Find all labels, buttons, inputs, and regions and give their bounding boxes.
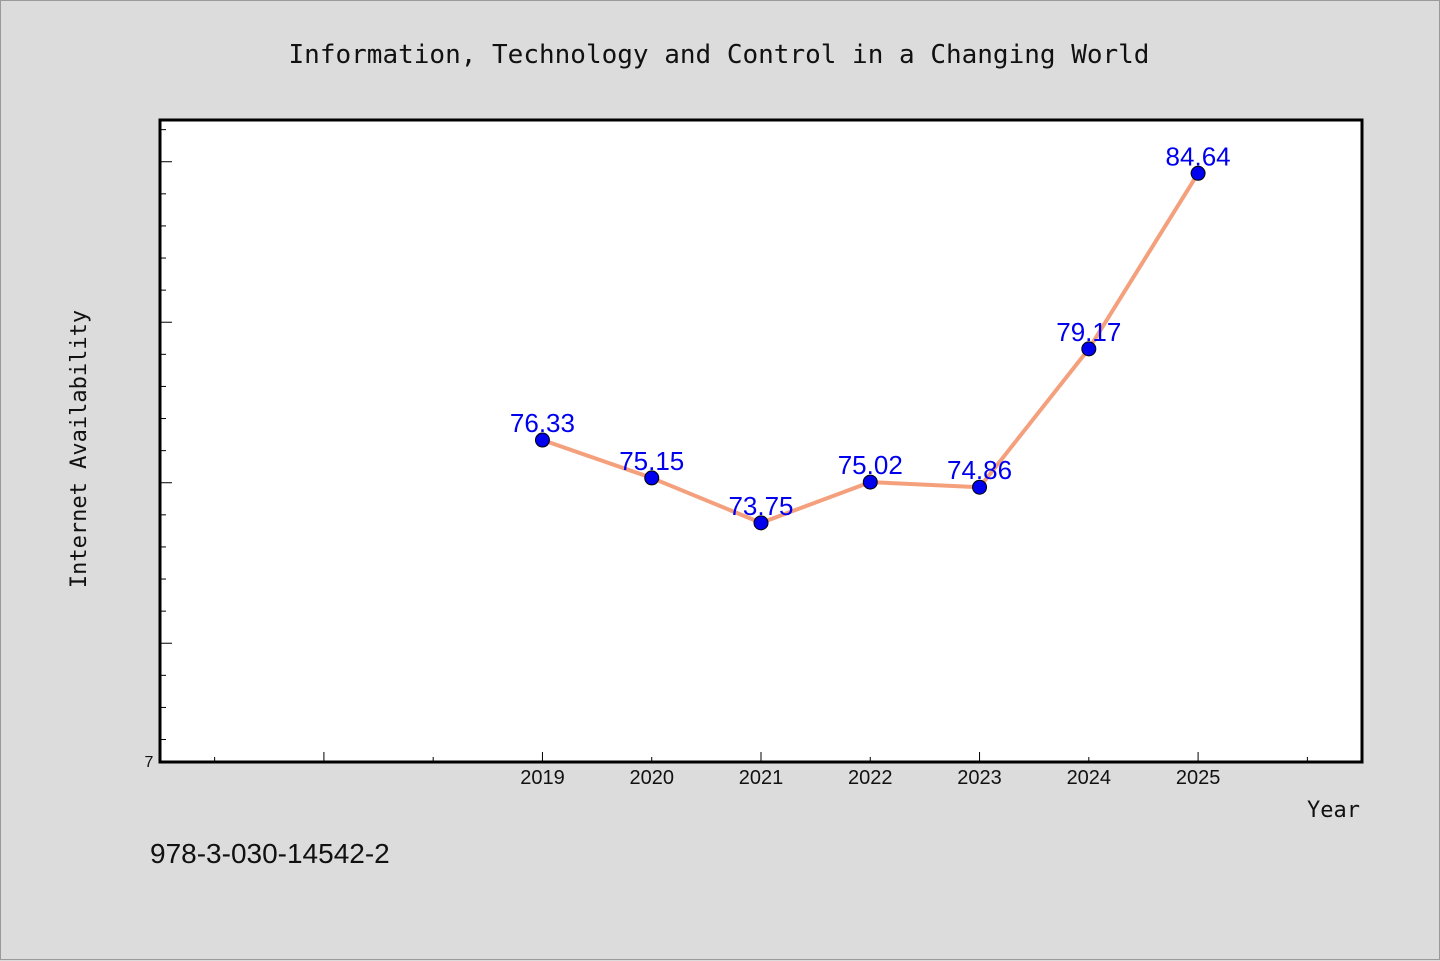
x-tick-label: 2025 — [1176, 767, 1221, 789]
x-tick-label: 2019 — [520, 767, 565, 789]
y-axis-ticks — [160, 129, 172, 741]
x-axis-label: Year — [1307, 798, 1360, 823]
data-label: 76.33 — [510, 408, 575, 438]
data-label: 75.15 — [619, 446, 684, 476]
x-axis-ticks — [214, 752, 1308, 762]
data-point-marker — [534, 432, 550, 448]
y-axis-label: Internet Availability — [67, 310, 92, 588]
data-point-marker — [1190, 165, 1206, 181]
data-label: 74.86 — [947, 455, 1012, 485]
data-label: 79.17 — [1056, 317, 1121, 347]
footnote-isbn: 978-3-030-14542-2 — [150, 838, 390, 869]
data-point-marker — [972, 479, 988, 495]
series-0: 76.33 75.15 73.75 75.02 74.86 79.17 84.64 — [510, 141, 1231, 531]
x-tick-label: 2024 — [1067, 767, 1112, 789]
x-tick-label: 2022 — [848, 767, 893, 789]
x-tick-label: 2020 — [629, 767, 674, 789]
data-point-marker — [753, 515, 769, 531]
chart-title: Information, Technology and Control in a… — [289, 40, 1150, 70]
data-point-marker — [644, 470, 660, 486]
x-tick-labels: 2019 2020 2021 2022 2023 2024 2025 — [520, 767, 1220, 789]
data-label: 75.02 — [838, 450, 903, 480]
data-label: 84.64 — [1166, 141, 1231, 171]
y-tick-label: 7 — [145, 754, 154, 771]
x-tick-label: 2023 — [957, 767, 1002, 789]
data-point-marker — [862, 474, 878, 490]
data-point-marker — [1081, 341, 1097, 357]
x-tick-label: 2021 — [739, 767, 784, 789]
data-label: 73.75 — [728, 491, 793, 521]
plot-area — [158, 118, 1364, 764]
